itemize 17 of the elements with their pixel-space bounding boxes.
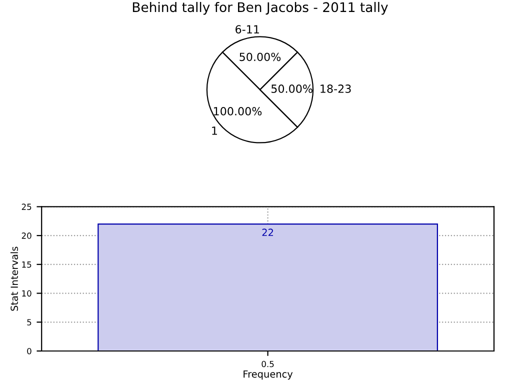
slice-label: 6-11 [236, 25, 259, 34]
x-tick-label: 0.5 [262, 360, 274, 368]
chart-title: Behind tally for Ben Jacobs - 2011 tally [132, 2, 388, 15]
y-tick-label: 20 [22, 232, 32, 239]
y-tick-label: 5 [27, 319, 32, 326]
y-tick-label: 10 [22, 290, 32, 297]
data-label: 50.00% [240, 52, 281, 62]
y-tick-label: 0 [27, 348, 32, 354]
slice-label: 18-23 [320, 84, 351, 93]
y-tick-label: 25 [22, 204, 32, 210]
data-label: 100.00% [214, 107, 262, 116]
y-tick-label: 15 [22, 262, 32, 268]
x-axis-title: Frequency [244, 370, 293, 380]
data-label: 50.00% [272, 84, 312, 93]
y-axis-title: Stat Intervals [10, 246, 18, 311]
slice-label: 1 [212, 126, 217, 135]
data-label: 22 [262, 228, 274, 236]
